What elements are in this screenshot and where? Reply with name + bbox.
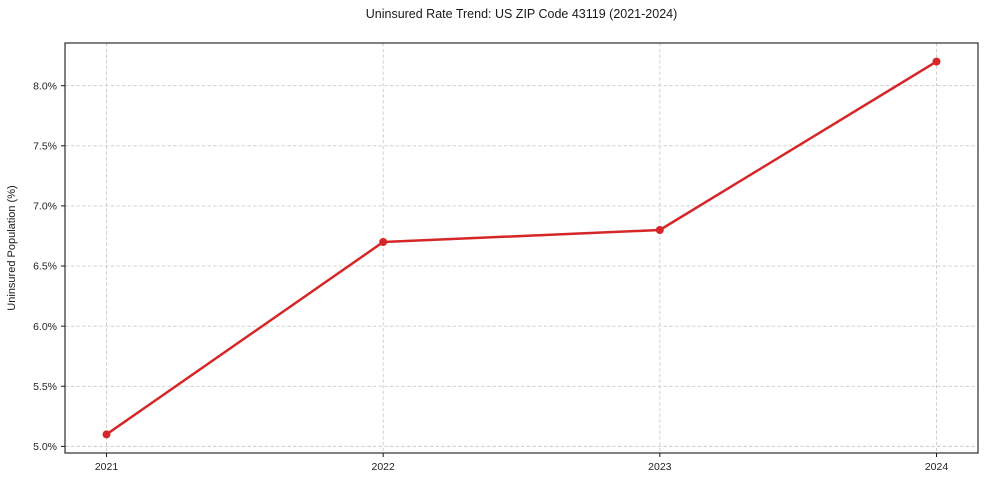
data-point — [932, 57, 941, 66]
y-tick-label: 7.0% — [33, 201, 57, 213]
plot-border — [64, 42, 979, 454]
y-tick-label: 8.0% — [33, 80, 57, 92]
x-tick-label: 2022 — [371, 461, 395, 473]
y-tick-label: 5.5% — [33, 381, 57, 393]
x-tick-label: 2024 — [925, 461, 949, 473]
data-point — [102, 430, 111, 439]
y-tick-label: 7.5% — [33, 141, 57, 153]
x-tick-label: 2023 — [648, 461, 672, 473]
trend-line — [105, 60, 938, 436]
data-point — [379, 238, 388, 246]
y-tick-label: 6.5% — [33, 261, 57, 273]
y-tick-label: 6.0% — [33, 321, 57, 333]
y-tick-label: 5.0% — [33, 441, 57, 453]
x-tick-label: 2021 — [95, 461, 119, 473]
data-point — [655, 226, 664, 234]
chart-title: Uninsured Rate Trend: US ZIP Code 43119 … — [365, 7, 678, 21]
